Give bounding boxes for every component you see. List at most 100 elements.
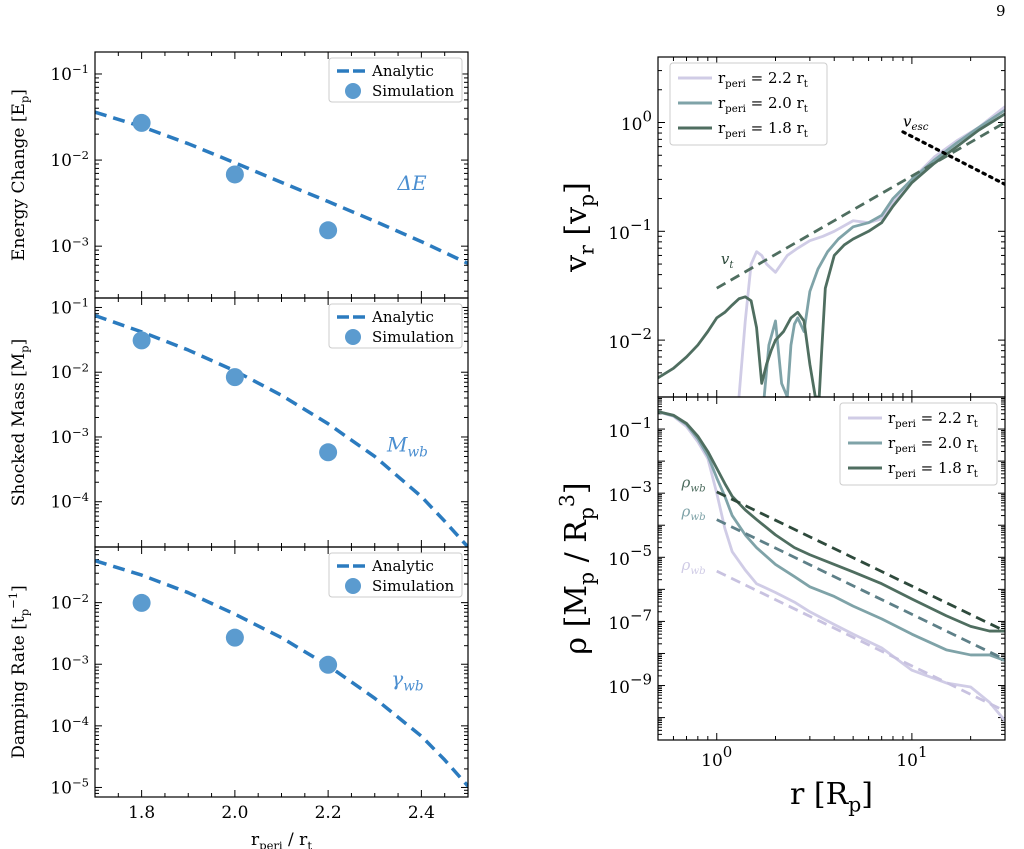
series-line <box>716 518 1005 661</box>
x-tick-label: 2.2 <box>315 803 342 823</box>
plot-area <box>95 313 468 547</box>
series-line <box>658 410 1005 633</box>
legend-swatch <box>345 83 361 99</box>
y-axis-title: Shocked Mass [Mp] <box>9 339 31 506</box>
legend-label: rperi = 1.8 rt <box>888 459 979 480</box>
plot-area <box>95 110 468 266</box>
legend-label: Analytic <box>371 62 434 80</box>
y-tick-label: 100 <box>621 107 652 135</box>
y-tick-label: 10−3 <box>608 478 652 506</box>
legend-box <box>328 303 463 349</box>
series-line <box>716 121 1005 290</box>
y-tick-label: 10−5 <box>50 776 89 799</box>
chart-mass: 10−4 10−3 10−2 10−1 Shocked Mass [Mp] Mwb Anal… <box>9 296 469 548</box>
legend-swatch <box>345 578 361 594</box>
legend: Analytic Simulation <box>328 552 463 598</box>
y-tick-label: 10−9 <box>608 670 652 698</box>
data-point <box>319 221 338 240</box>
y-axis-title: ρ [Mp / Rp3] <box>555 482 599 654</box>
legend-label: Simulation <box>372 577 455 595</box>
annotation: ρwb <box>681 474 706 495</box>
series-line <box>95 558 468 788</box>
legend: Analytic Simulation <box>328 303 463 349</box>
annotation: ΔE <box>397 171 427 195</box>
data-point <box>132 593 151 612</box>
data-point <box>225 628 244 647</box>
data-point <box>132 331 151 350</box>
data-point <box>225 368 244 387</box>
x-axis-title: r [Rp] <box>790 777 873 817</box>
annotation: ρwb <box>681 556 706 577</box>
y-tick-label: 10−3 <box>50 234 89 257</box>
series-line <box>95 110 468 266</box>
y-tick-label: 10−7 <box>608 606 652 634</box>
annotation: γwb <box>391 667 423 695</box>
legend-label: Simulation <box>372 82 455 100</box>
series-line <box>716 490 1005 633</box>
series-line <box>716 569 1005 713</box>
series-line <box>737 105 1005 397</box>
x-tick-label: 2.0 <box>221 803 248 823</box>
data-point <box>225 165 244 184</box>
y-axis-title: vr [vp] <box>559 182 599 273</box>
y-tick-label: 10−2 <box>50 591 89 614</box>
plot-area <box>658 105 1005 397</box>
y-tick-label: 10−1 <box>50 296 89 319</box>
legend-label: rperi = 2.2 rt <box>718 69 809 90</box>
legend: Analytic Simulation <box>328 57 463 103</box>
series-line <box>658 410 1005 662</box>
plot-area <box>658 410 1005 722</box>
legend-label: rperi = 2.2 rt <box>888 409 979 430</box>
y-tick-label: 10−1 <box>50 62 89 85</box>
chart-energy: 10−3 10−2 10−1 Energy Change [Ep] ΔE Analytic… <box>9 51 469 299</box>
x-tick-label: 1.8 <box>128 803 155 823</box>
y-tick-label: 10−3 <box>50 425 89 448</box>
legend: rperi = 2.2 rt rperi = 2.0 rt rperi = 1.8 … <box>669 62 828 146</box>
annotation: ρwb <box>681 502 706 523</box>
legend-label: Simulation <box>372 328 455 346</box>
annotation: vt <box>721 250 734 271</box>
y-tick-label: 10−3 <box>50 652 89 675</box>
plot-area <box>95 558 468 788</box>
y-tick-label: 10−1 <box>608 414 652 442</box>
y-tick-label: 10−4 <box>50 490 89 513</box>
legend-label: rperi = 1.8 rt <box>718 119 809 140</box>
legend-box <box>328 57 463 103</box>
x-tick-label: 100 <box>701 743 732 771</box>
x-tick-label: 101 <box>896 743 927 771</box>
series-line <box>658 410 1005 722</box>
y-tick-label: 10−2 <box>50 148 89 171</box>
annotation: vesc <box>903 112 929 133</box>
axes-frame <box>94 546 469 798</box>
annotation: Mwb <box>386 432 428 460</box>
data-point <box>132 113 151 132</box>
series-line <box>762 108 1005 397</box>
y-axis-title: Damping Rate [tp−1] <box>6 585 31 759</box>
legend: rperi = 2.2 rt rperi = 2.0 rt rperi = 1.8 … <box>839 402 998 486</box>
legend-box <box>839 402 998 486</box>
chart-density: 10−9 10−7 10−5 10−3 10−1 100 101 ρ [Mp / Rp3] r … <box>555 396 1006 817</box>
y-tick-label: 10−2 <box>608 325 652 353</box>
x-axis-title: rperi / rt <box>251 830 312 849</box>
legend-label: rperi = 2.0 rt <box>718 94 809 115</box>
y-tick-label: 10−4 <box>50 714 89 737</box>
legend-box <box>669 62 828 146</box>
legend-swatch <box>345 329 361 345</box>
x-tick-label: 2.4 <box>408 803 435 823</box>
y-axis-title: Energy Change [Ep] <box>9 89 31 261</box>
series-line <box>658 112 1005 397</box>
legend-label: rperi = 2.0 rt <box>888 434 979 455</box>
data-point <box>319 443 338 462</box>
y-tick-label: 10−5 <box>608 542 652 570</box>
y-tick-label: 10−2 <box>50 360 89 383</box>
legend-label: Analytic <box>371 308 434 326</box>
axes-frame <box>657 396 1006 741</box>
data-point <box>319 655 338 674</box>
series-line <box>95 313 468 547</box>
chart-damping: 10−5 10−4 10−3 10−2 1.8 2.0 2.2 2.4 Damping Rate… <box>6 546 469 849</box>
y-tick-label: 10−1 <box>608 216 652 244</box>
page-number: 9 <box>996 2 1006 20</box>
legend-label: Analytic <box>371 557 434 575</box>
